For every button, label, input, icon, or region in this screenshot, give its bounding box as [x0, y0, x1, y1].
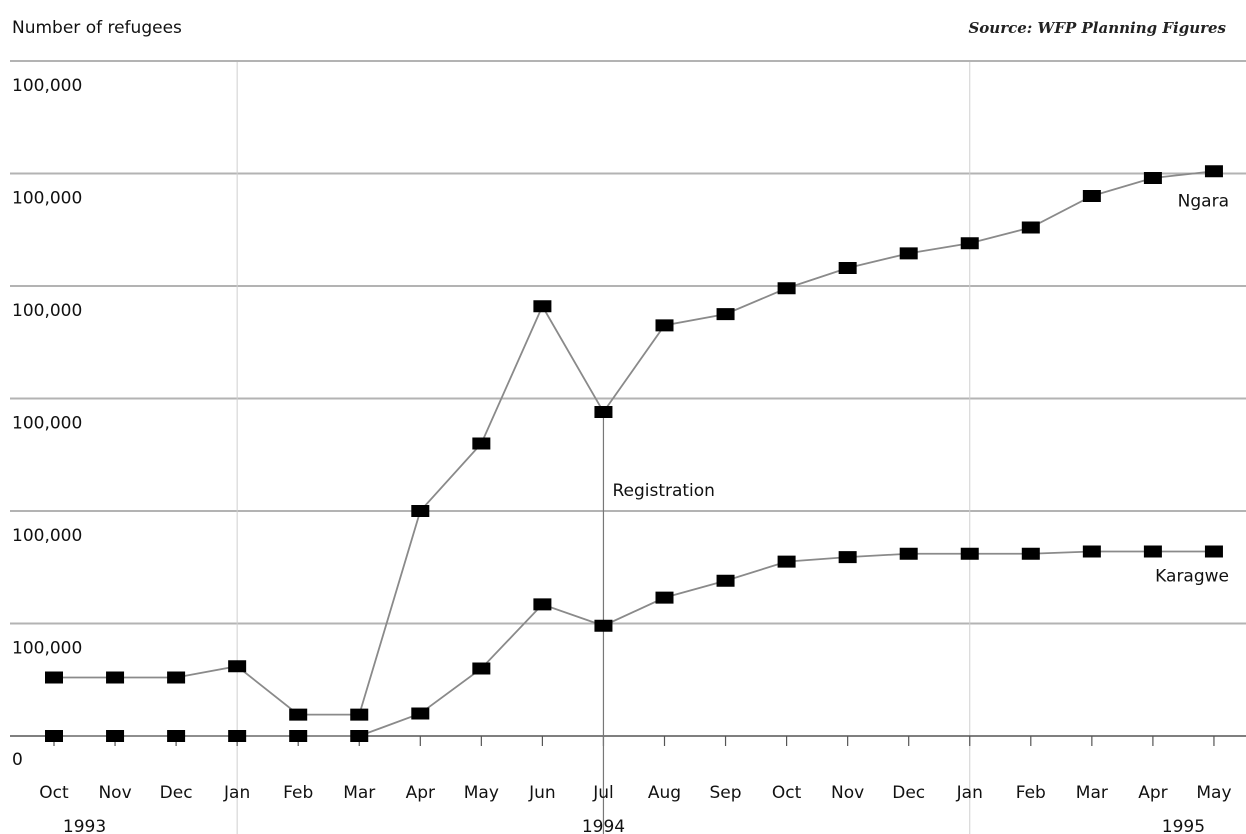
year-label: 1995	[1162, 817, 1205, 834]
data-point-ngara	[655, 319, 674, 332]
y-tick-label: 100,000	[12, 526, 82, 546]
data-point-karagwe	[411, 707, 430, 720]
data-point-karagwe	[960, 547, 979, 560]
data-point-karagwe	[1204, 545, 1223, 558]
data-point-ngara	[533, 300, 552, 313]
series-label-karagwe: Karagwe	[1155, 567, 1229, 587]
x-tick-label: Jan	[223, 783, 250, 803]
data-point-karagwe	[594, 619, 613, 632]
data-point-karagwe	[289, 730, 308, 742]
x-tick-label: Dec	[160, 783, 193, 803]
data-point-ngara	[899, 247, 918, 260]
data-point-karagwe	[655, 591, 674, 604]
data-point-ngara	[472, 437, 491, 450]
series-line-karagwe	[54, 550, 1214, 737]
x-tick-label: Jan	[956, 783, 983, 803]
data-point-karagwe	[228, 730, 247, 742]
x-tick-label: Mar	[1076, 783, 1108, 803]
data-point-ngara	[1082, 190, 1101, 202]
series-label-ngara: Ngara	[1178, 191, 1229, 211]
data-point-karagwe	[1143, 545, 1162, 558]
data-point-karagwe	[106, 730, 125, 742]
data-point-ngara	[777, 282, 796, 295]
x-tick-label: Apr	[1138, 783, 1167, 803]
data-point-karagwe	[167, 730, 186, 742]
data-point-ngara	[289, 708, 308, 721]
data-point-ngara	[45, 671, 63, 684]
data-point-ngara	[594, 406, 613, 418]
y-tick-label: 100,000	[12, 301, 82, 321]
data-point-karagwe	[472, 662, 491, 675]
data-point-karagwe	[838, 551, 857, 564]
x-tick-label: Jul	[592, 783, 614, 803]
series-group	[45, 165, 1223, 834]
data-point-ngara	[1204, 165, 1223, 178]
data-point-ngara	[106, 671, 125, 684]
data-point-ngara	[838, 262, 857, 274]
data-point-ngara	[350, 708, 369, 721]
year-label: 1994	[582, 817, 625, 834]
data-point-karagwe	[1082, 545, 1101, 558]
data-point-ngara	[716, 308, 735, 321]
labels-group: 0 100,000 100,000 100,000 100,000 100,000 100,…	[12, 76, 1232, 834]
data-point-ngara	[1143, 172, 1162, 184]
x-tick-label: Mar	[343, 783, 375, 803]
x-tick-label: Nov	[831, 783, 864, 803]
gridlines	[10, 60, 1246, 834]
x-tick-label: Oct	[39, 783, 69, 803]
y-axis-title: Number of refugees	[12, 18, 182, 38]
data-point-ngara	[960, 237, 979, 250]
x-tick-label: Jun	[528, 783, 556, 803]
data-point-karagwe	[716, 574, 735, 587]
annotation-registration: Registration	[612, 481, 715, 501]
x-tick-label: Sep	[710, 783, 742, 803]
x-tick-label: Dec	[892, 783, 925, 803]
y-tick-label: 100,000	[12, 414, 82, 434]
x-tick-label: Apr	[406, 783, 435, 803]
series-line-ngara	[54, 170, 1215, 716]
data-point-karagwe	[533, 598, 552, 611]
data-point-ngara	[1021, 221, 1040, 234]
data-point-karagwe	[777, 555, 796, 568]
x-tick-label: May	[1196, 783, 1231, 803]
data-point-karagwe	[899, 547, 918, 560]
y-tick-label: 0	[12, 750, 23, 770]
data-point-karagwe	[350, 730, 369, 742]
x-tick-label: Oct	[772, 783, 802, 803]
data-point-ngara	[228, 660, 247, 673]
y-tick-label: 100,000	[12, 189, 82, 209]
x-tick-label: May	[464, 783, 499, 803]
x-tick-label: Nov	[98, 783, 131, 803]
y-tick-label: 100,000	[12, 639, 82, 659]
source-note: Source: WFP Planning Figures	[968, 19, 1226, 37]
year-label: 1993	[63, 817, 106, 834]
axes	[10, 735, 1246, 746]
data-point-ngara	[167, 671, 186, 684]
data-point-ngara	[411, 505, 430, 517]
data-point-karagwe	[1021, 547, 1040, 560]
y-tick-label: 100,000	[12, 76, 82, 96]
x-tick-label: Feb	[1016, 783, 1046, 803]
x-tick-label: Feb	[283, 783, 313, 803]
data-point-karagwe	[45, 730, 63, 742]
x-tick-label: Aug	[648, 783, 681, 803]
